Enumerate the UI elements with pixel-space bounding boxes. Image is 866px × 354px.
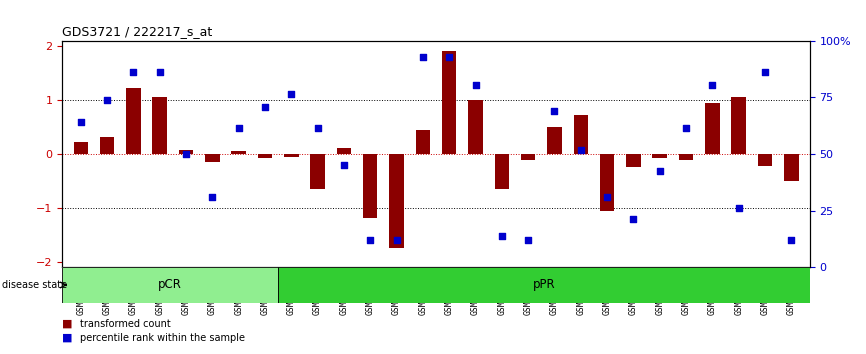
Bar bbox=[547, 127, 562, 154]
Bar bbox=[416, 130, 430, 154]
Bar bbox=[126, 88, 140, 154]
Text: transformed count: transformed count bbox=[80, 319, 171, 329]
Point bbox=[74, 119, 87, 125]
Bar bbox=[178, 150, 193, 154]
Point bbox=[758, 69, 772, 75]
Bar bbox=[679, 154, 694, 160]
Point bbox=[416, 54, 430, 60]
Bar bbox=[442, 51, 456, 154]
Point bbox=[258, 104, 272, 109]
Bar bbox=[205, 154, 220, 162]
Point bbox=[152, 69, 166, 75]
Bar bbox=[278, 267, 810, 303]
Point bbox=[179, 151, 193, 157]
Bar bbox=[732, 97, 746, 154]
Bar bbox=[600, 154, 614, 211]
Bar bbox=[74, 142, 88, 154]
Point bbox=[284, 91, 298, 96]
Point bbox=[232, 125, 246, 131]
Text: GDS3721 / 222217_s_at: GDS3721 / 222217_s_at bbox=[62, 25, 212, 38]
Point bbox=[126, 69, 140, 75]
Point bbox=[337, 162, 351, 167]
Bar bbox=[100, 137, 114, 154]
Point bbox=[364, 238, 378, 243]
Bar bbox=[758, 154, 772, 166]
Bar bbox=[258, 154, 272, 158]
Text: disease state: disease state bbox=[2, 280, 67, 290]
Point bbox=[679, 125, 693, 131]
Point bbox=[785, 238, 798, 243]
Point bbox=[547, 108, 561, 114]
Point bbox=[100, 97, 114, 103]
Point bbox=[706, 82, 720, 88]
Bar bbox=[363, 154, 378, 218]
Point bbox=[653, 169, 667, 174]
Bar bbox=[520, 154, 535, 160]
Bar bbox=[62, 267, 278, 303]
Bar bbox=[784, 154, 798, 181]
Bar bbox=[337, 148, 352, 154]
Point bbox=[574, 147, 588, 153]
Bar bbox=[573, 115, 588, 154]
Point bbox=[205, 194, 219, 200]
Point bbox=[626, 216, 640, 222]
Point bbox=[469, 82, 482, 88]
Point bbox=[311, 125, 325, 131]
Bar bbox=[652, 154, 667, 158]
Bar bbox=[494, 154, 509, 189]
Text: pPR: pPR bbox=[533, 279, 555, 291]
Text: ■: ■ bbox=[62, 319, 73, 329]
Text: pCR: pCR bbox=[158, 279, 182, 291]
Text: percentile rank within the sample: percentile rank within the sample bbox=[80, 333, 245, 343]
Bar bbox=[231, 151, 246, 154]
Bar bbox=[390, 154, 404, 249]
Point bbox=[521, 238, 535, 243]
Bar bbox=[152, 97, 167, 154]
Bar bbox=[469, 100, 482, 154]
Text: ■: ■ bbox=[62, 333, 73, 343]
Bar bbox=[626, 154, 641, 167]
Point bbox=[600, 194, 614, 200]
Point bbox=[390, 238, 404, 243]
Point bbox=[494, 233, 508, 239]
Point bbox=[732, 205, 746, 211]
Bar bbox=[310, 154, 325, 189]
Bar bbox=[705, 103, 720, 154]
Point bbox=[443, 54, 456, 60]
Bar bbox=[284, 154, 299, 157]
